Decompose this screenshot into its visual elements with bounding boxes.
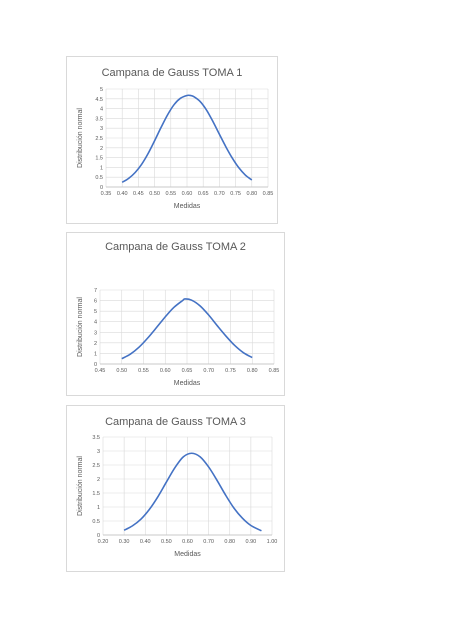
x-tick-label: 0.85: [263, 191, 274, 197]
chart-title: Campana de Gauss TOMA 1: [101, 67, 243, 79]
x-tick-label: 0.70: [214, 191, 225, 197]
x-tick-label: 0.50: [116, 368, 127, 374]
x-tick-label: 0.80: [246, 191, 257, 197]
y-tick-label: 2: [94, 341, 97, 347]
y-tick-label: 5: [94, 309, 97, 315]
chart-title: Campana de Gauss TOMA 2: [105, 241, 246, 253]
x-tick-label: 0.50: [161, 539, 172, 545]
x-axis-title: Medidas: [174, 380, 201, 387]
y-tick-label: 0.5: [95, 175, 103, 181]
y-tick-label: 3: [94, 330, 97, 336]
y-tick-label: 1: [97, 505, 100, 511]
x-tick-label: 0.40: [117, 191, 128, 197]
y-tick-label: 3.5: [92, 435, 100, 441]
x-tick-label: 0.50: [149, 191, 160, 197]
x-tick-label: 1.00: [267, 539, 278, 545]
x-axis-title: Medidas: [174, 203, 201, 210]
y-tick-label: 2: [97, 477, 100, 483]
x-tick-label: 0.60: [160, 368, 171, 374]
y-tick-label: 7: [94, 288, 97, 294]
chart-card-toma-3: Campana de Gauss TOMA 3 0 0.5 1 1.5 2 2.5 3 3.5…: [66, 405, 285, 572]
chart-card-toma-2: Campana de Gauss TOMA 2 0 1 2 3 4 5 6 7 0.45 0.50…: [66, 232, 285, 396]
y-tick-label: 3: [97, 449, 100, 455]
y-tick-label: 0.5: [92, 519, 100, 525]
chart-plot: 0 1 2 3 4 5 6 7 0.45 0.50 0.55 0.60 0.65 0.70 0.75 0.80…: [77, 288, 280, 387]
chart-plot: 0 0.5 1 1.5 2 2.5 3 3.5 0.20 0.30 0.40 0.50 0.60 0.70…: [77, 435, 278, 558]
x-tick-label: 0.75: [225, 368, 236, 374]
chart-plot: 0 0.5 1 1.5 2 2.5 3 3.5 4 4.5 5 0.35 0.40 0.45 0.50 0.5…: [77, 87, 274, 210]
y-tick-label: 4.5: [95, 97, 103, 103]
x-tick-label: 0.90: [246, 539, 257, 545]
x-tick-label: 0.45: [95, 368, 106, 374]
y-tick-label: 6: [94, 299, 97, 305]
y-tick-label: 2: [100, 146, 103, 152]
x-axis-title: Medidas: [174, 551, 201, 558]
x-tick-label: 0.75: [230, 191, 241, 197]
y-tick-label: 1: [100, 165, 103, 171]
series-line: [121, 94, 253, 183]
x-tick-label: 0.35: [101, 191, 112, 197]
x-tick-label: 0.60: [182, 539, 193, 545]
y-axis-title: Distribución normal: [77, 456, 84, 516]
y-tick-label: 2.5: [95, 136, 103, 142]
chart-card-toma-1: Campana de Gauss TOMA 1 0 0.5 1 1.5 2 2.5 3 3.5…: [66, 56, 278, 224]
y-tick-label: 1.5: [95, 156, 103, 162]
y-tick-label: 5: [100, 87, 103, 93]
y-axis-title: Distribución normal: [77, 297, 84, 357]
x-tick-label: 0.55: [165, 191, 176, 197]
x-tick-label: 0.40: [140, 539, 151, 545]
x-tick-label: 0.80: [247, 368, 258, 374]
chart-title: Campana de Gauss TOMA 3: [105, 416, 246, 428]
y-tick-label: 2.5: [92, 463, 100, 469]
y-axis-title: Distribución normal: [77, 108, 84, 168]
y-tick-label: 3: [100, 126, 103, 132]
y-tick-label: 3.5: [95, 116, 103, 122]
series-line: [123, 452, 262, 532]
x-tick-label: 0.70: [203, 368, 214, 374]
y-tick-label: 0: [97, 533, 100, 539]
y-tick-label: 4: [94, 320, 97, 326]
x-tick-label: 0.85: [269, 368, 280, 374]
x-tick-label: 0.60: [182, 191, 193, 197]
y-tick-label: 1.5: [92, 491, 100, 497]
y-tick-label: 1: [94, 351, 97, 357]
x-tick-label: 0.65: [198, 191, 209, 197]
x-tick-label: 0.80: [224, 539, 235, 545]
series-line: [121, 298, 253, 360]
x-tick-label: 0.20: [98, 539, 109, 545]
x-tick-label: 0.65: [182, 368, 193, 374]
y-tick-label: 4: [100, 107, 103, 113]
y-tick-label: 0: [94, 362, 97, 368]
x-tick-label: 0.55: [138, 368, 149, 374]
x-tick-label: 0.70: [203, 539, 214, 545]
x-tick-label: 0.30: [119, 539, 130, 545]
x-tick-label: 0.45: [133, 191, 144, 197]
y-tick-label: 0: [100, 185, 103, 191]
